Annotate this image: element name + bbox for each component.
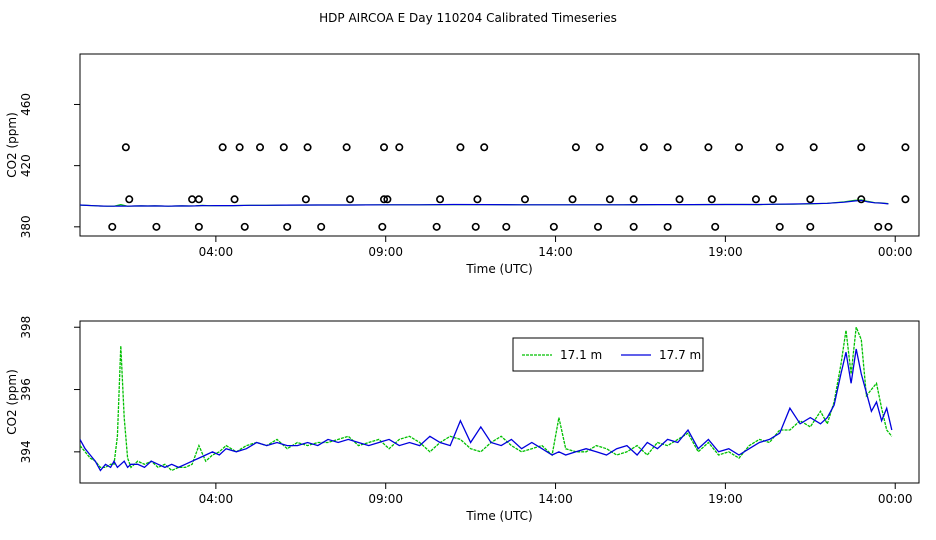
data-point bbox=[279, 143, 288, 152]
x-tick-label: 19:00 bbox=[708, 245, 743, 259]
data-point bbox=[663, 222, 672, 231]
data-point bbox=[378, 222, 387, 231]
x-axis-label: Time (UTC) bbox=[465, 509, 532, 523]
data-point bbox=[317, 222, 326, 231]
data-point bbox=[751, 195, 760, 204]
data-point bbox=[283, 222, 292, 231]
y-axis-label: CO2 (ppm) bbox=[5, 369, 19, 435]
data-point bbox=[194, 195, 203, 204]
top-panel: 04:00 09:00 14:00 19:00 00:00 Time (UTC) 380 42… bbox=[5, 53, 920, 276]
data-point bbox=[502, 222, 511, 231]
data-point bbox=[629, 195, 638, 204]
data-point bbox=[256, 143, 265, 152]
data-point bbox=[734, 143, 743, 152]
data-point bbox=[301, 195, 310, 204]
x-tick-label: 09:00 bbox=[368, 245, 403, 259]
data-point bbox=[857, 143, 866, 152]
data-point bbox=[639, 143, 648, 152]
data-point bbox=[188, 195, 197, 204]
data-point bbox=[380, 195, 389, 204]
data-point bbox=[901, 195, 910, 204]
data-point bbox=[768, 195, 777, 204]
data-point bbox=[806, 222, 815, 231]
y-tick-label: 460 bbox=[19, 93, 33, 116]
data-point bbox=[108, 222, 117, 231]
plot-frame bbox=[79, 53, 920, 237]
data-point bbox=[121, 143, 130, 152]
y-tick-label: 420 bbox=[19, 154, 33, 177]
data-point bbox=[480, 143, 489, 152]
chart-title: HDP AIRCOA E Day 110204 Calibrated Times… bbox=[319, 11, 617, 25]
data-point bbox=[806, 195, 815, 204]
data-point bbox=[663, 143, 672, 152]
y-tick-label: 394 bbox=[19, 440, 33, 463]
y-tick-label: 398 bbox=[19, 316, 33, 339]
data-point bbox=[857, 195, 866, 204]
y-axis-label: CO2 (ppm) bbox=[5, 112, 19, 178]
data-point bbox=[218, 143, 227, 152]
data-point bbox=[711, 222, 720, 231]
series-line-17-1-m bbox=[80, 326, 893, 472]
data-point bbox=[775, 222, 784, 231]
data-point bbox=[152, 222, 161, 231]
data-point bbox=[471, 222, 480, 231]
data-point bbox=[707, 195, 716, 204]
x-tick-label: 14:00 bbox=[538, 492, 573, 506]
data-point bbox=[436, 195, 445, 204]
x-tick-label: 14:00 bbox=[538, 245, 573, 259]
data-point bbox=[473, 195, 482, 204]
x-tick-label: 09:00 bbox=[368, 492, 403, 506]
series-line-17-7-m bbox=[80, 348, 893, 472]
data-point bbox=[571, 143, 580, 152]
data-point bbox=[125, 195, 134, 204]
legend-label: 17.1 m bbox=[560, 348, 602, 362]
plot-frame bbox=[79, 320, 920, 484]
x-tick-label: 04:00 bbox=[199, 492, 234, 506]
data-point bbox=[884, 222, 893, 231]
data-point bbox=[595, 143, 604, 152]
legend-label: 17.7 m bbox=[659, 348, 701, 362]
data-point bbox=[568, 195, 577, 204]
data-point bbox=[194, 222, 203, 231]
data-point bbox=[594, 222, 603, 231]
data-point bbox=[520, 195, 529, 204]
data-point bbox=[346, 195, 355, 204]
data-point bbox=[549, 222, 558, 231]
data-point bbox=[383, 195, 392, 204]
data-point bbox=[230, 195, 239, 204]
data-point bbox=[704, 143, 713, 152]
data-point bbox=[775, 143, 784, 152]
series-line-1 bbox=[80, 199, 889, 207]
x-tick-label: 00:00 bbox=[878, 245, 913, 259]
x-axis-label: Time (UTC) bbox=[465, 262, 532, 276]
data-point bbox=[432, 222, 441, 231]
data-point bbox=[395, 143, 404, 152]
y-tick-label: 396 bbox=[19, 378, 33, 401]
y-tick-label: 380 bbox=[19, 215, 33, 238]
data-point bbox=[874, 222, 883, 231]
data-point bbox=[456, 143, 465, 152]
data-point bbox=[809, 143, 818, 152]
data-point bbox=[303, 143, 312, 152]
data-point bbox=[380, 143, 389, 152]
data-point bbox=[342, 143, 351, 152]
x-tick-label: 00:00 bbox=[878, 492, 913, 506]
bottom-panel: 04:00 09:00 14:00 19:00 00:00 Time (UTC) 394 39… bbox=[5, 316, 920, 523]
data-point bbox=[235, 143, 244, 152]
data-point bbox=[605, 195, 614, 204]
data-point bbox=[240, 222, 249, 231]
legend: 17.1 m 17.7 m bbox=[512, 337, 704, 372]
x-tick-label: 19:00 bbox=[708, 492, 743, 506]
data-point bbox=[629, 222, 638, 231]
x-tick-label: 04:00 bbox=[199, 245, 234, 259]
data-point bbox=[901, 143, 910, 152]
data-point bbox=[675, 195, 684, 204]
